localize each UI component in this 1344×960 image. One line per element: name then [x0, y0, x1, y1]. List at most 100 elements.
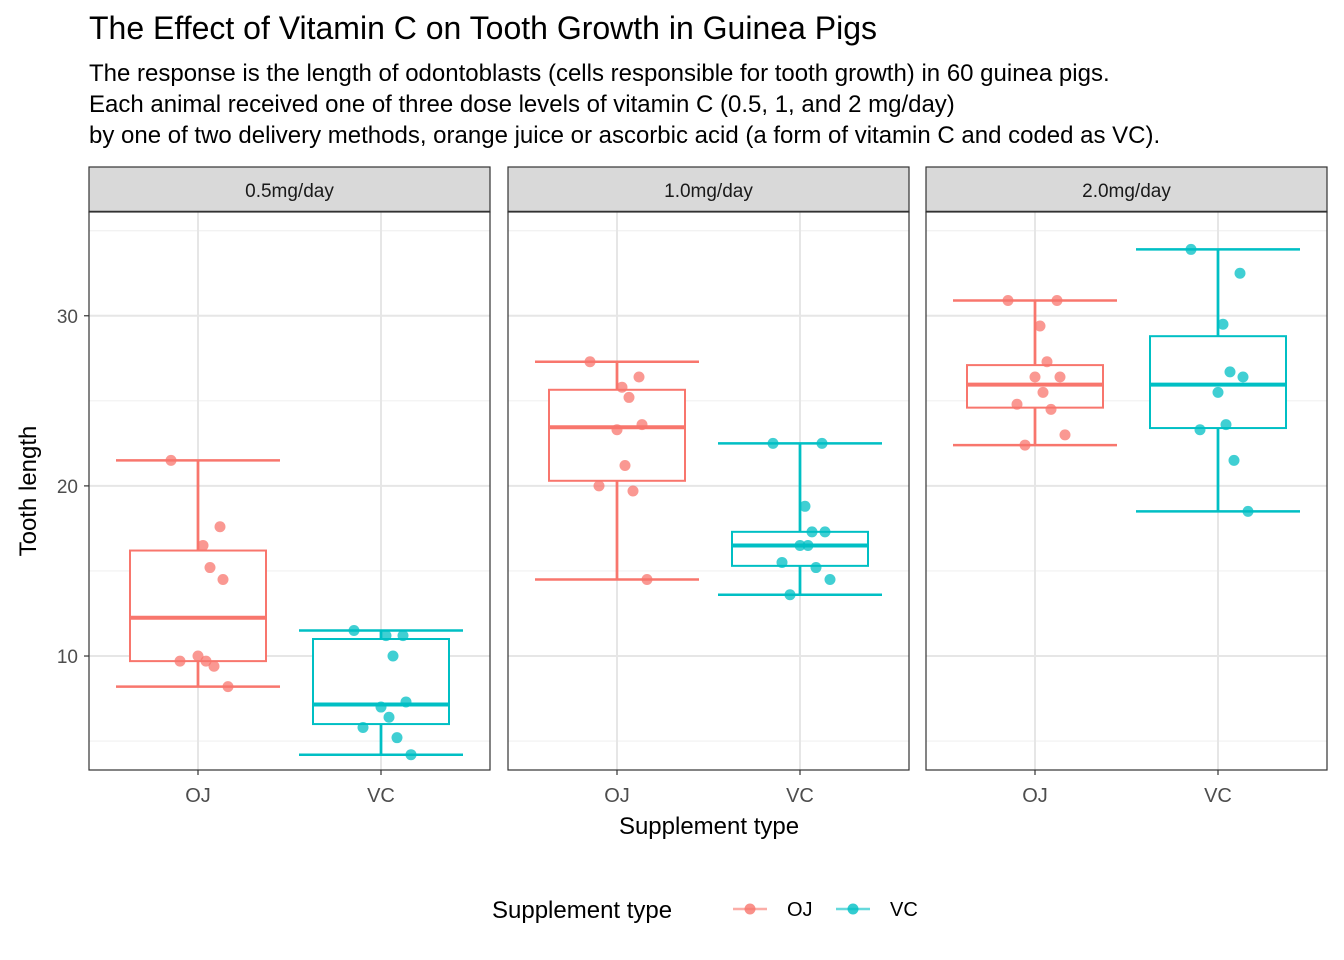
data-point	[633, 371, 645, 383]
data-point	[1029, 371, 1041, 383]
data-point	[375, 701, 387, 713]
box-group-oj	[535, 356, 699, 585]
data-point	[208, 660, 220, 672]
y-tick-label: 30	[57, 307, 78, 328]
data-point	[1224, 366, 1236, 378]
data-point	[802, 539, 814, 551]
data-point	[217, 573, 229, 585]
data-point	[174, 655, 186, 667]
data-point	[784, 589, 796, 601]
panel-background	[926, 212, 1327, 770]
data-point	[616, 381, 628, 393]
data-point	[1217, 318, 1229, 330]
x-axis-title: Supplement type	[619, 813, 799, 840]
facet-strip	[88, 166, 491, 213]
data-point	[1185, 243, 1197, 255]
data-point	[204, 562, 216, 574]
y-tick-label: 10	[57, 647, 78, 668]
x-tick-label: OJ	[1022, 785, 1048, 807]
data-point	[391, 732, 403, 744]
data-point	[348, 625, 360, 636]
x-tick-label: VC	[786, 785, 814, 807]
data-point	[383, 711, 395, 723]
y-axis: 10 20 30	[57, 307, 89, 668]
box-iqr	[548, 388, 686, 482]
data-point	[387, 650, 399, 662]
y-axis-title: Tooth length	[15, 426, 42, 557]
data-point	[810, 562, 822, 574]
x-tick-label: OJ	[604, 785, 630, 807]
data-point	[1220, 419, 1232, 431]
panel-border	[507, 211, 910, 771]
data-point	[214, 521, 226, 533]
data-point	[627, 485, 639, 497]
data-point	[380, 630, 392, 642]
panel-background	[508, 212, 909, 770]
facet-strip-label: 0.5mg/day	[245, 181, 334, 202]
data-point	[636, 419, 648, 431]
x-tick-label: OJ	[185, 785, 211, 807]
panel-border	[88, 211, 491, 771]
facet-strip	[925, 166, 1328, 213]
data-point	[1242, 505, 1254, 517]
data-point	[165, 454, 177, 466]
legend-label: VC	[890, 899, 918, 921]
data-point	[1228, 454, 1240, 466]
data-point	[794, 539, 806, 551]
facet-panel: 2.0mg/day OJ VC	[925, 166, 1328, 807]
data-point	[397, 630, 409, 642]
facet-strip-label: 1.0mg/day	[664, 181, 753, 202]
box-iqr	[1149, 335, 1287, 430]
data-point	[1054, 371, 1066, 383]
legend-key-point	[847, 903, 859, 915]
data-point	[816, 437, 828, 449]
data-point	[641, 573, 653, 585]
data-point	[623, 391, 635, 403]
data-point	[1234, 267, 1246, 279]
legend: Supplement type OJ VC	[492, 897, 918, 924]
box-group-vc	[299, 625, 463, 761]
data-point	[799, 500, 811, 512]
data-point	[1194, 424, 1206, 436]
legend-key-point	[744, 903, 756, 915]
data-point	[806, 526, 818, 538]
legend-label: OJ	[787, 899, 813, 921]
data-point	[1051, 294, 1063, 306]
x-tick-label: VC	[367, 785, 395, 807]
data-point	[1011, 398, 1023, 410]
data-point	[584, 356, 596, 368]
data-point	[405, 749, 417, 761]
data-point	[1237, 371, 1249, 383]
subtitle-line-2: Each animal received one of three dose l…	[89, 91, 955, 118]
chart-subtitle: The response is the length of odontoblas…	[89, 58, 1160, 151]
panel-border	[925, 211, 1328, 771]
chart-title: The Effect of Vitamin C on Tooth Growth …	[89, 10, 877, 46]
data-point	[593, 480, 605, 492]
legend-title: Supplement type	[492, 897, 672, 924]
box-group-vc	[718, 437, 882, 601]
data-point	[400, 696, 412, 708]
data-point	[1019, 439, 1031, 451]
facet-panels: 0.5mg/day OJ VC 1.0mg/day OJ VC 2.0mg/day OJ VC	[88, 166, 1328, 807]
data-point	[192, 650, 204, 662]
data-point	[357, 721, 369, 733]
subtitle-line-1: The response is the length of odontoblas…	[89, 60, 1110, 87]
x-tick-label: VC	[1204, 785, 1232, 807]
data-point	[1002, 294, 1014, 306]
subtitle-line-3: by one of two delivery methods, orange j…	[89, 122, 1161, 149]
data-point	[619, 459, 631, 471]
data-point	[824, 573, 836, 585]
facet-strip	[507, 166, 910, 213]
data-point	[222, 681, 234, 693]
facet-strip-label: 2.0mg/day	[1082, 181, 1171, 202]
facet-panel: 0.5mg/day OJ VC	[88, 166, 491, 807]
box-group-oj	[953, 294, 1117, 451]
facet-panel: 1.0mg/day OJ VC	[507, 166, 910, 807]
data-point	[767, 437, 779, 449]
data-point	[1034, 320, 1046, 332]
data-point	[611, 424, 623, 436]
box-group-oj	[116, 454, 280, 693]
data-point	[1059, 429, 1071, 441]
box-group-vc	[1136, 243, 1300, 517]
